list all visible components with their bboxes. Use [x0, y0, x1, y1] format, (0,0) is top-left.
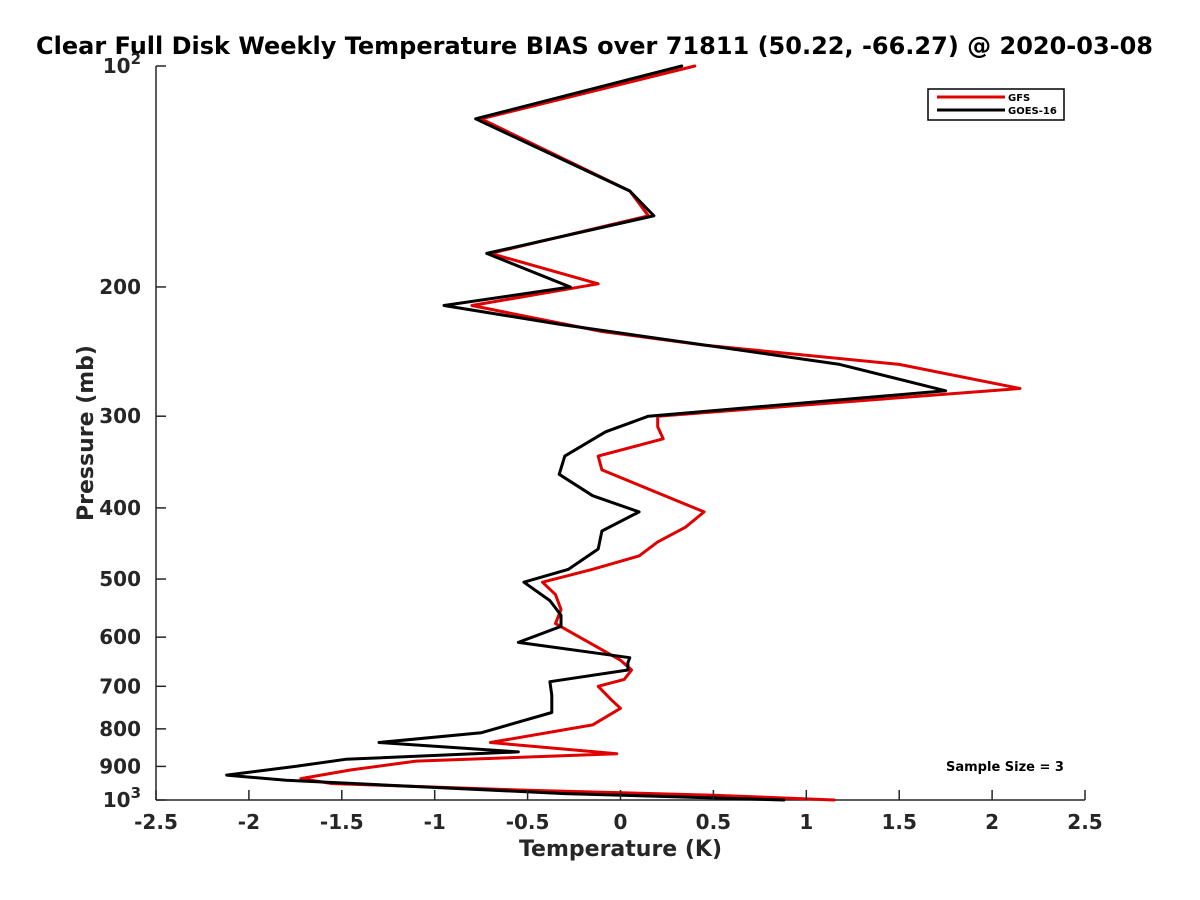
- y-tick-label: 600: [99, 625, 141, 649]
- y-tick-label: 500: [99, 567, 141, 591]
- y-tick-label: 800: [99, 717, 141, 741]
- x-tick-label: 0: [614, 810, 628, 834]
- x-axis: -2.5 -2 -1.5 -1 -0.5 0 0.5 1 1.5 2 2.5: [134, 790, 1103, 834]
- series-layer: [225, 64, 1022, 802]
- y-axis-label: Pressure (mb): [74, 345, 99, 521]
- plot-area: [155, 66, 1085, 801]
- x-axis-label: Temperature (K): [519, 837, 722, 862]
- y-tick-label: 400: [99, 496, 141, 520]
- y-tick-label: 200: [99, 275, 141, 299]
- x-tick-label: -0.5: [506, 810, 550, 834]
- y-tick-label: 900: [99, 754, 141, 778]
- y-axis: 102 200 300 400 500 600 700 800 900 103: [99, 50, 166, 812]
- y-tick-label: 103: [103, 784, 141, 812]
- y-tick-label: 102: [103, 50, 141, 78]
- x-tick-label: -1: [424, 810, 446, 834]
- series-line-gfs: [299, 64, 1022, 802]
- x-tick-label: 2: [985, 810, 999, 834]
- x-tick-label: -2.5: [134, 810, 178, 834]
- x-tick-label: -2: [238, 810, 260, 834]
- y-tick-label: 300: [99, 404, 141, 428]
- legend: GFS GOES-16: [927, 88, 1065, 121]
- legend-label-goes-16: GOES-16: [1008, 106, 1057, 117]
- x-tick-label: 1.5: [881, 810, 916, 834]
- chart-title: Clear Full Disk Weekly Temperature BIAS …: [36, 32, 1153, 60]
- series-line-goes-16: [225, 64, 948, 802]
- x-tick-label: 2.5: [1067, 810, 1102, 834]
- legend-box: [927, 88, 1065, 121]
- sample-size-annotation: Sample Size = 3: [946, 760, 1064, 775]
- x-tick-label: 1: [799, 810, 813, 834]
- legend-label-gfs: GFS: [1008, 93, 1030, 104]
- y-tick-label: 700: [99, 674, 141, 698]
- x-tick-label: 0.5: [696, 810, 731, 834]
- x-tick-label: -1.5: [320, 810, 364, 834]
